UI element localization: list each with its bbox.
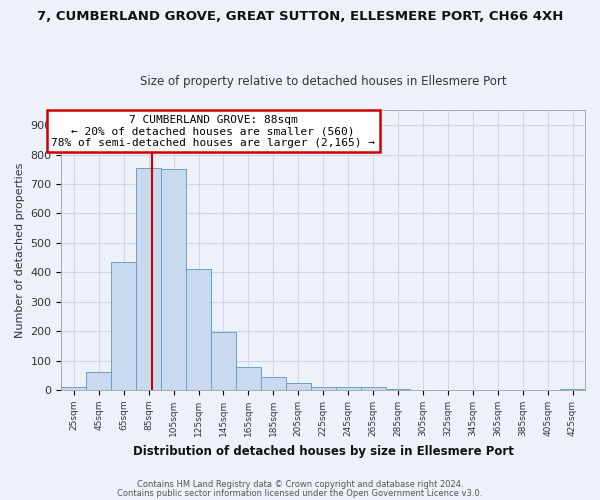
Bar (61, 387, 86, 390)
Bar (211, 332, 236, 390)
Bar (261, 377, 286, 390)
Bar (311, 387, 335, 390)
Bar (286, 382, 311, 390)
Y-axis label: Number of detached properties: Number of detached properties (15, 162, 25, 338)
Bar (186, 270, 211, 390)
Bar (335, 387, 361, 390)
Bar (361, 387, 386, 390)
Title: Size of property relative to detached houses in Ellesmere Port: Size of property relative to detached ho… (140, 76, 506, 88)
Bar (560, 388, 585, 390)
Text: Contains HM Land Registry data © Crown copyright and database right 2024.: Contains HM Land Registry data © Crown c… (137, 480, 463, 489)
Text: Contains public sector information licensed under the Open Government Licence v3: Contains public sector information licen… (118, 490, 482, 498)
Text: 7 CUMBERLAND GROVE: 88sqm
← 20% of detached houses are smaller (560)
78% of semi: 7 CUMBERLAND GROVE: 88sqm ← 20% of detac… (51, 114, 375, 148)
Text: 7, CUMBERLAND GROVE, GREAT SUTTON, ELLESMERE PORT, CH66 4XH: 7, CUMBERLAND GROVE, GREAT SUTTON, ELLES… (37, 10, 563, 23)
X-axis label: Distribution of detached houses by size in Ellesmere Port: Distribution of detached houses by size … (133, 444, 514, 458)
Bar (236, 367, 261, 390)
Bar (136, 168, 161, 390)
Bar (386, 388, 410, 390)
Bar (111, 262, 136, 390)
Bar (86, 372, 111, 390)
Bar (161, 170, 186, 390)
